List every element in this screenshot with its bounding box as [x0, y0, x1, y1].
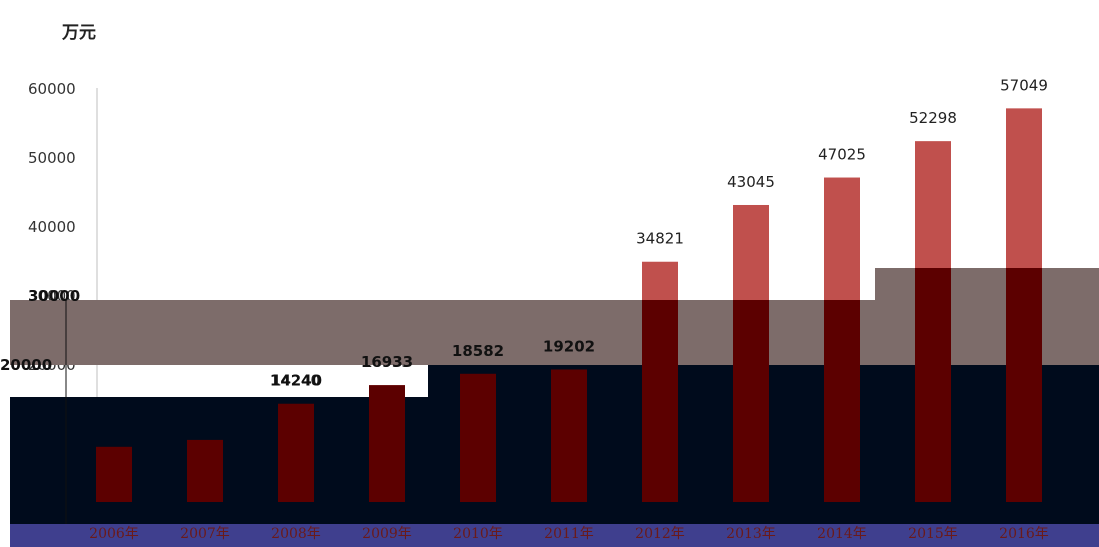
- x-tick-label: 2016年: [999, 526, 1049, 542]
- x-tick-label: 2009年: [362, 526, 412, 542]
- overlay-labels: 2006年 2007年 14240 2008年 16933 2009年 18582 2010年…: [0, 287, 1049, 542]
- bar-data-label: 34821: [636, 230, 684, 248]
- x-tick-label: 2012年: [635, 526, 685, 542]
- x-tick-label: 2014年: [817, 526, 867, 542]
- bar-data-label: 18582: [452, 342, 504, 360]
- bar-segment-dark: [278, 403, 314, 502]
- y-tick-label: 30000: [28, 287, 80, 305]
- bar-data-label: 16933: [361, 353, 413, 371]
- bar-segment-dark: [187, 439, 223, 502]
- glitch-overlay-gray: [875, 268, 1099, 365]
- x-tick-label: 2015年: [908, 526, 958, 542]
- bar-data-label: 52298: [909, 109, 957, 127]
- bar-data-label: 14240: [270, 372, 322, 390]
- x-tick-label: 2010年: [453, 526, 503, 542]
- bar-segment-dark: [551, 369, 587, 502]
- bar-segment-dark: [96, 446, 132, 502]
- y-tick-label: 40000: [28, 218, 76, 236]
- glitch-overlay-gray: [10, 300, 640, 365]
- bar-data-label: 43045: [727, 173, 775, 191]
- y-tick-label: 50000: [28, 149, 76, 167]
- overlay-bars: [96, 268, 1042, 502]
- bar-segment-dark: [733, 300, 769, 502]
- bar-data-label: 47025: [818, 146, 866, 164]
- bar-data-label: 14240: [272, 372, 320, 390]
- y-unit-label: 万元: [62, 23, 96, 43]
- y-tick-label: 60000: [28, 80, 76, 98]
- bar-segment-dark: [915, 268, 951, 502]
- bar-segment-dark: [1006, 268, 1042, 502]
- bar-data-label: 19202: [543, 338, 595, 356]
- bar-segment-dark: [460, 373, 496, 502]
- x-tick-label: 2006年: [89, 526, 139, 542]
- x-tick-label: 2008年: [271, 526, 321, 542]
- glitch-overlay-blue: [10, 524, 1099, 547]
- x-tick-label: 2007年: [180, 526, 230, 542]
- y-tick-label: 20000: [0, 356, 52, 374]
- bar-data-label: 57049: [1000, 76, 1048, 94]
- bar-segment-dark: [642, 300, 678, 502]
- bar-segment-dark: [369, 385, 405, 502]
- x-tick-label: 2013年: [726, 526, 776, 542]
- x-tick-label: 2011年: [544, 526, 594, 542]
- bar-segment-dark: [824, 300, 860, 502]
